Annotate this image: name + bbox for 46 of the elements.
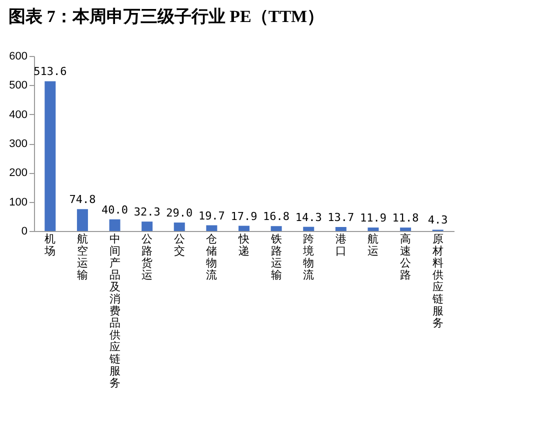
y-tick-label: 0 xyxy=(21,226,28,238)
bar xyxy=(335,227,346,231)
y-tick-label: 300 xyxy=(9,138,28,150)
bar xyxy=(368,228,379,231)
bar xyxy=(270,226,282,231)
category-label: 中间产品及消费品供应链服务 xyxy=(109,232,120,390)
x-tick-label: 快递 xyxy=(238,232,250,258)
data-label: 16.8 xyxy=(263,210,290,224)
data-label: 14.3 xyxy=(295,210,322,224)
y-tick-label: 100 xyxy=(9,196,28,208)
y-tick-label: 400 xyxy=(9,108,28,121)
y-tick-label: 500 xyxy=(9,80,28,92)
bar xyxy=(174,222,185,231)
data-label: 17.9 xyxy=(230,210,258,223)
bar xyxy=(400,228,412,231)
data-label: 11.8 xyxy=(392,212,419,225)
bar xyxy=(206,225,218,231)
bar xyxy=(238,226,250,231)
bar xyxy=(44,81,56,231)
data-label: 40.0 xyxy=(102,203,128,216)
data-label: 29.0 xyxy=(166,206,193,220)
data-label: 11.9 xyxy=(360,212,386,225)
data-label: 32.3 xyxy=(134,206,160,219)
x-tick-label: 航运 xyxy=(368,232,379,258)
chart-title: 图表 7：本周申万三级子行业 PE（TTM） xyxy=(8,7,324,26)
x-tick-label: 铁路运输 xyxy=(270,232,282,282)
data-label: 4.3 xyxy=(428,214,448,227)
data-label: 13.7 xyxy=(328,211,354,224)
y-tick-label: 600 xyxy=(9,50,28,62)
bar xyxy=(109,219,120,231)
x-tick-label: 港口 xyxy=(335,232,346,258)
data-label: 19.7 xyxy=(198,209,225,222)
data-label: 74.8 xyxy=(69,193,96,206)
x-tick-label: 航空运输 xyxy=(76,232,88,282)
bar xyxy=(142,222,153,231)
x-tick-label: 跨境物流 xyxy=(302,232,314,282)
x-tick-label: 原材料供应链服务 xyxy=(431,232,444,330)
data-label: 513.6 xyxy=(34,65,67,78)
x-tick-label: 机场 xyxy=(44,232,56,258)
bar xyxy=(303,226,314,231)
x-tick-label: 公路货运 xyxy=(142,232,153,282)
x-tick-label: 仓储物流 xyxy=(206,232,218,282)
x-tick-label: 公交 xyxy=(174,232,185,258)
bar xyxy=(76,209,88,231)
y-tick-label: 200 xyxy=(9,167,28,180)
x-tick-label: 高速公路 xyxy=(400,232,412,282)
